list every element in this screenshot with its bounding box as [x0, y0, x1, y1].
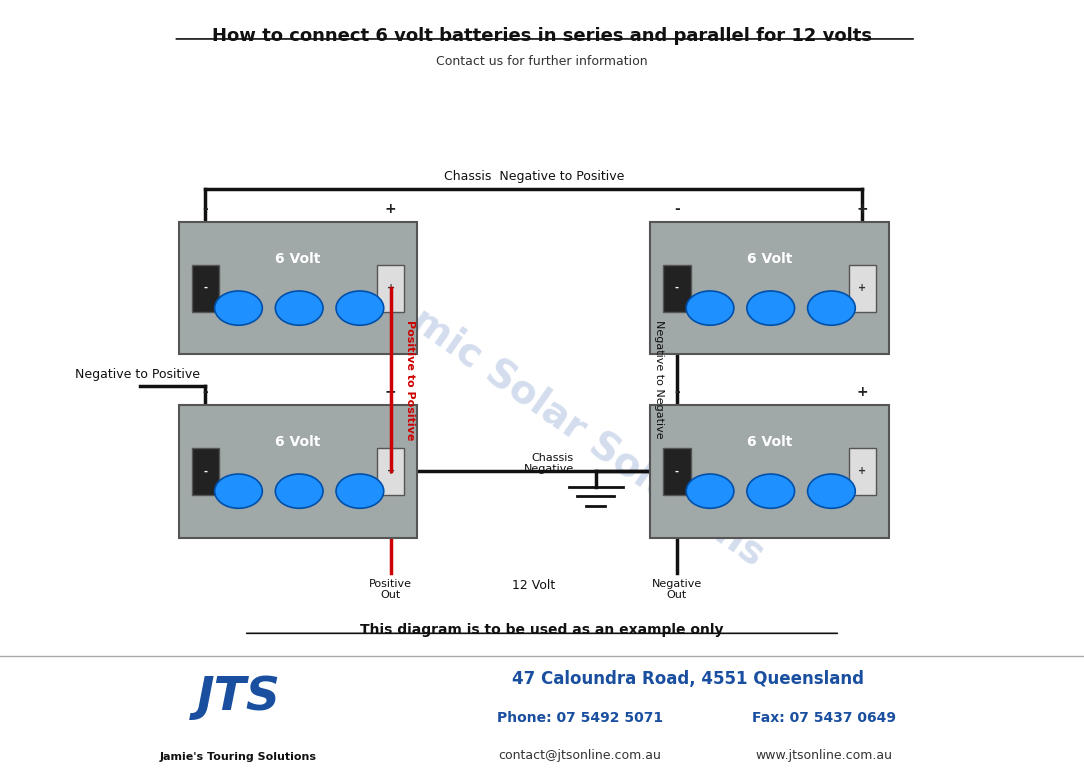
Text: +: +	[387, 467, 395, 476]
Text: -: -	[204, 467, 207, 476]
Bar	[650, 222, 889, 354]
Circle shape	[215, 474, 262, 508]
Text: Chassis
Negative: Chassis Negative	[524, 453, 575, 474]
Text: Contact us for further information: Contact us for further information	[436, 55, 648, 68]
Text: -: -	[675, 467, 679, 476]
Text: JTS: JTS	[196, 675, 281, 720]
Bar	[663, 448, 691, 495]
Text: +: +	[859, 467, 866, 476]
Text: +: +	[856, 385, 868, 399]
Text: Fax: 07 5437 0649: Fax: 07 5437 0649	[752, 711, 895, 725]
Text: 6 Volt: 6 Volt	[275, 435, 321, 449]
Text: -: -	[674, 202, 680, 216]
Text: How to connect 6 volt batteries in series and parallel for 12 volts: How to connect 6 volt batteries in serie…	[212, 27, 872, 45]
Circle shape	[686, 474, 734, 508]
Circle shape	[275, 474, 323, 508]
Text: 6 Volt: 6 Volt	[747, 435, 792, 449]
Text: 6 Volt: 6 Volt	[275, 252, 321, 266]
Circle shape	[275, 291, 323, 326]
Bar	[192, 265, 219, 312]
Text: +: +	[385, 385, 397, 399]
Text: 12 Volt: 12 Volt	[513, 579, 555, 592]
Bar	[650, 405, 889, 538]
Circle shape	[747, 474, 795, 508]
Text: +: +	[859, 284, 866, 293]
Text: -: -	[203, 385, 208, 399]
Text: Chassis  Negative to Positive: Chassis Negative to Positive	[443, 170, 624, 183]
Bar	[849, 265, 876, 312]
Text: -: -	[675, 284, 679, 293]
Circle shape	[686, 291, 734, 326]
Text: 6 Volt: 6 Volt	[747, 252, 792, 266]
Text: contact@jtsonline.com.au: contact@jtsonline.com.au	[499, 749, 661, 762]
Circle shape	[808, 291, 855, 326]
Text: +: +	[387, 284, 395, 293]
Text: Negative to Negative: Negative to Negative	[654, 320, 663, 439]
Bar	[663, 265, 691, 312]
Bar	[849, 448, 876, 495]
Text: -: -	[204, 284, 207, 293]
Text: Phone: 07 5492 5071: Phone: 07 5492 5071	[496, 711, 663, 725]
Circle shape	[336, 474, 384, 508]
Bar	[192, 448, 219, 495]
Text: Negative
Out: Negative Out	[651, 579, 702, 601]
Bar	[377, 448, 404, 495]
Bar	[179, 222, 417, 354]
Text: +: +	[856, 202, 868, 216]
Circle shape	[808, 474, 855, 508]
Bar	[179, 405, 417, 538]
Text: Negative to Positive: Negative to Positive	[75, 368, 201, 381]
Circle shape	[215, 291, 262, 326]
Text: -: -	[203, 202, 208, 216]
Text: 47 Caloundra Road, 4551 Queensland: 47 Caloundra Road, 4551 Queensland	[513, 670, 864, 689]
Text: Dynamic Solar Solutions: Dynamic Solar Solutions	[313, 237, 771, 573]
Text: +: +	[385, 202, 397, 216]
Text: Positive to Positive: Positive to Positive	[405, 319, 415, 440]
Bar	[377, 265, 404, 312]
Text: Jamie's Touring Solutions: Jamie's Touring Solutions	[160, 753, 317, 762]
Text: Positive
Out: Positive Out	[370, 579, 412, 601]
Circle shape	[747, 291, 795, 326]
Text: www.jtsonline.com.au: www.jtsonline.com.au	[756, 749, 892, 762]
Circle shape	[336, 291, 384, 326]
Text: This diagram is to be used as an example only: This diagram is to be used as an example…	[360, 623, 724, 637]
Text: -: -	[674, 385, 680, 399]
